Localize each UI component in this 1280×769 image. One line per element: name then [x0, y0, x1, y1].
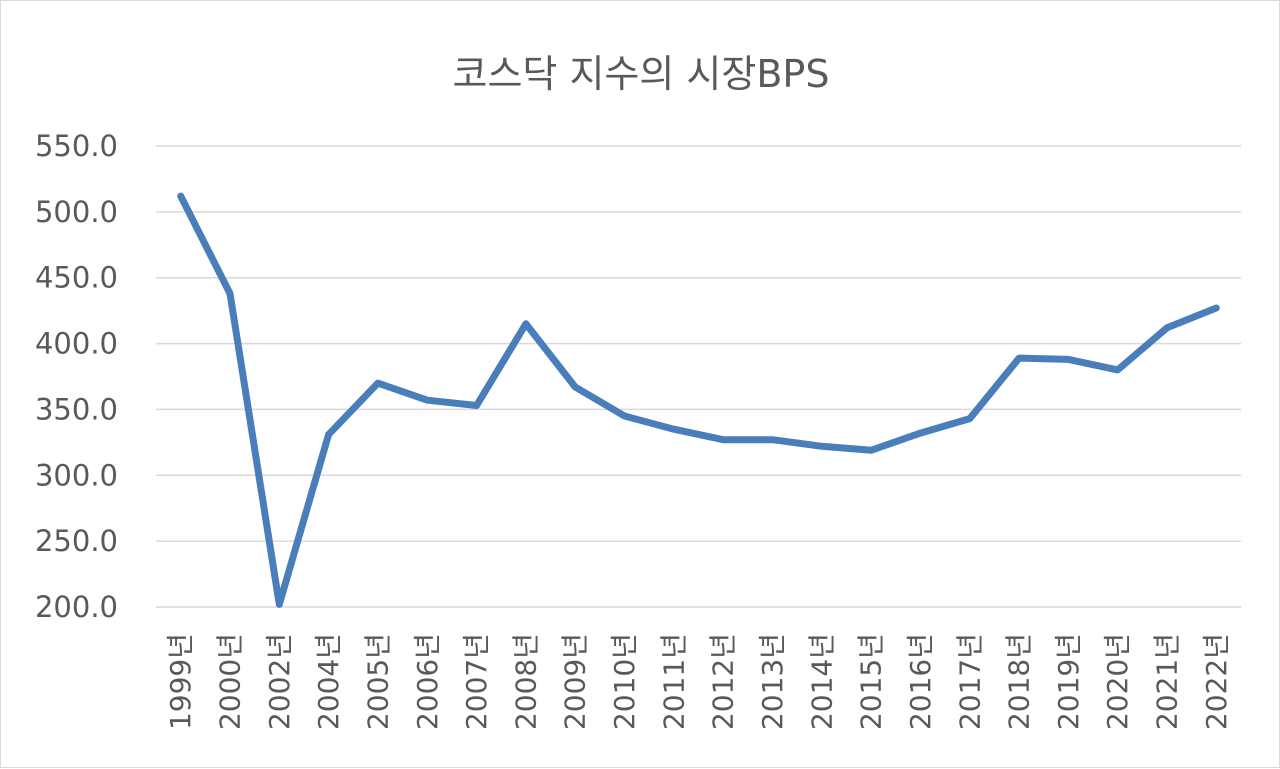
x-tick-label: 2016년	[904, 633, 937, 730]
data-point	[177, 193, 184, 200]
y-tick-label: 500.0	[35, 195, 118, 229]
y-tick-label: 250.0	[35, 524, 118, 558]
y-tick-label: 550.0	[35, 129, 118, 163]
data-point	[720, 436, 727, 443]
data-point	[966, 415, 973, 422]
data-point	[1164, 324, 1171, 331]
data-point	[572, 384, 579, 391]
x-tick-label: 2022년	[1200, 633, 1233, 730]
x-tick-label: 2005년	[361, 633, 394, 730]
data-point	[670, 426, 677, 433]
x-tick-label: 2000년	[213, 633, 246, 730]
data-point	[917, 430, 924, 437]
data-point	[769, 436, 776, 443]
x-tick-label: 2011년	[657, 633, 690, 730]
x-tick-label: 2021년	[1151, 633, 1184, 730]
data-point	[325, 431, 332, 438]
x-tick-label: 2006년	[411, 633, 444, 730]
x-tick-label: 2009년	[559, 633, 592, 730]
x-tick-label: 2014년	[805, 633, 838, 730]
data-point	[1016, 355, 1023, 362]
data-point	[226, 290, 233, 297]
data-point	[276, 601, 283, 608]
y-tick-label: 300.0	[35, 458, 118, 492]
series-layer	[177, 192, 1220, 608]
data-point	[868, 447, 875, 454]
data-point	[1213, 305, 1220, 312]
x-tick-label: 2013년	[756, 633, 789, 730]
x-tick-label: 2004년	[312, 633, 345, 730]
x-tick-label: 2018년	[1003, 633, 1036, 730]
x-tick-label: 2019년	[1052, 633, 1085, 730]
x-tick-label: 2012년	[707, 633, 740, 730]
x-tick-label: 2010년	[608, 633, 641, 730]
x-tick-label: 2015년	[855, 633, 888, 730]
x-tick-label: 2020년	[1101, 633, 1134, 730]
y-axis-tick-labels: 200.0 250.0 300.0 350.0 400.0 450.0 500.0 550.0	[35, 129, 118, 624]
data-point	[473, 402, 480, 409]
x-tick-label: 2008년	[509, 633, 542, 730]
y-tick-label: 450.0	[35, 261, 118, 295]
data-point	[818, 443, 825, 450]
x-tick-label: 2007년	[460, 633, 493, 730]
x-axis-tick-labels: 1999년 2000년 2002년 2004년 2005년 2006년 2007년 2008년…	[164, 633, 1233, 730]
y-tick-label: 350.0	[35, 392, 118, 426]
data-point	[374, 380, 381, 387]
x-tick-label: 2002년	[263, 633, 296, 730]
data-point	[424, 397, 431, 404]
data-point	[621, 413, 628, 420]
y-tick-label: 200.0	[35, 590, 118, 624]
data-point	[522, 320, 529, 327]
y-tick-label: 400.0	[35, 327, 118, 361]
data-point	[1114, 366, 1121, 373]
x-tick-label: 1999년	[164, 633, 197, 730]
gridlines	[156, 145, 1241, 608]
series-line	[177, 192, 1220, 608]
chart-title: 코스닥 지수의 시장BPS	[452, 52, 830, 96]
data-point	[1065, 356, 1072, 363]
x-tick-label: 2017년	[953, 633, 986, 730]
